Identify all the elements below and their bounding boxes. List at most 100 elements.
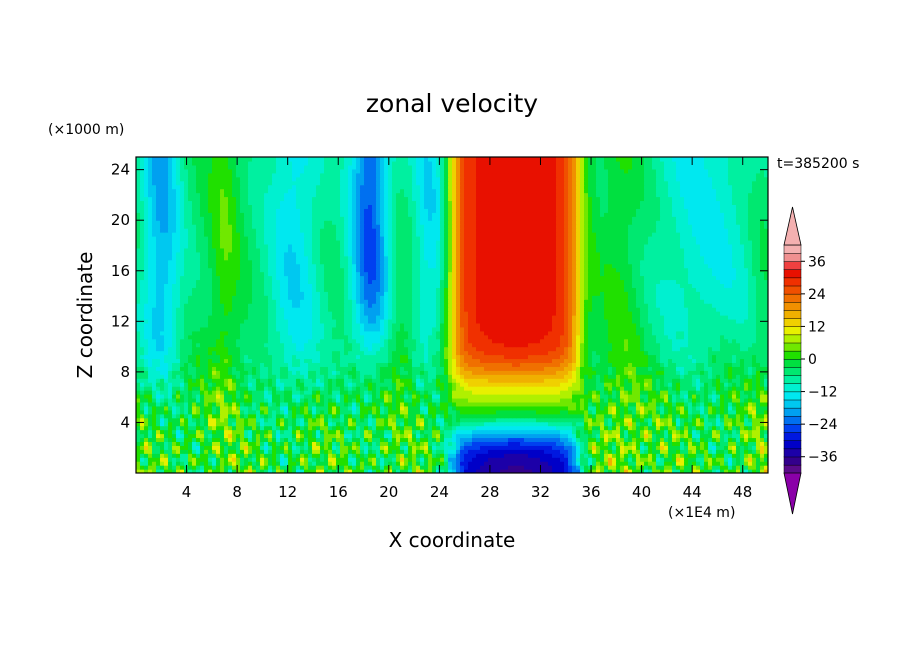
field-cell [460, 350, 465, 356]
field-cell [560, 397, 565, 403]
field-cell [516, 449, 521, 454]
field-cell [220, 405, 225, 411]
field-cell [444, 441, 449, 446]
field-cell [432, 350, 437, 356]
field-cell [288, 413, 293, 419]
field-cell [524, 390, 529, 395]
field-cell [284, 469, 289, 473]
field-cell [136, 405, 141, 411]
field-cell [216, 409, 221, 415]
field-cell [248, 433, 253, 439]
field-cell [448, 437, 453, 442]
field-cell [620, 370, 625, 375]
field-cell [760, 362, 765, 367]
field-cell [492, 421, 497, 427]
field-cell [576, 453, 581, 458]
field-cell [528, 374, 533, 379]
field-cell [252, 445, 257, 450]
field-cell [492, 358, 497, 363]
field-cell [432, 346, 437, 352]
field-cell [440, 370, 445, 375]
field-cell [244, 354, 249, 360]
field-cell [452, 354, 457, 360]
field-cell [332, 390, 337, 395]
field-cell [616, 469, 621, 473]
field-cell [316, 437, 321, 442]
field-cell [272, 413, 277, 419]
field-cell [604, 405, 609, 411]
field-cell [584, 350, 589, 356]
field-cell [600, 429, 605, 435]
field-cell [300, 417, 305, 423]
field-cell [472, 433, 477, 439]
field-cell [628, 437, 633, 442]
field-cell [484, 378, 489, 383]
field-cell [540, 378, 545, 383]
field-cell [228, 465, 233, 470]
field-cell [480, 429, 485, 435]
field-cell [568, 378, 573, 383]
field-cell [580, 461, 585, 466]
field-cell [516, 437, 521, 442]
field-cell [328, 354, 333, 360]
field-cell [348, 421, 353, 427]
field-cell [196, 409, 201, 415]
field-cell [148, 397, 153, 403]
field-cell [188, 429, 193, 435]
field-cell [688, 413, 693, 419]
field-cell [436, 449, 441, 454]
field-cell [748, 425, 753, 431]
field-cell [368, 370, 373, 375]
field-cell [448, 453, 453, 458]
field-cell [628, 378, 633, 383]
field-cell [664, 401, 669, 407]
field-cell [364, 409, 369, 415]
field-cell [464, 401, 469, 407]
field-cell [640, 421, 645, 427]
field-cell [752, 366, 757, 371]
field-cell [200, 433, 205, 439]
field-cell [484, 382, 489, 387]
field-cell [392, 449, 397, 454]
field-cell [340, 374, 345, 379]
field-cell [624, 465, 629, 470]
field-cell [592, 378, 597, 383]
field-cell [632, 457, 637, 462]
field-cell [352, 401, 357, 407]
field-cell [380, 445, 385, 450]
field-cell [552, 382, 557, 387]
field-cell [432, 390, 437, 395]
field-cell [276, 409, 281, 415]
field-cell [468, 433, 473, 439]
field-cell [336, 358, 341, 363]
field-cell [576, 366, 581, 371]
field-cell [228, 397, 233, 403]
field-cell [376, 354, 381, 360]
field-cell [476, 374, 481, 379]
field-cell [748, 433, 753, 439]
field-cell [140, 358, 145, 363]
field-cell [684, 409, 689, 415]
field-cell [444, 405, 449, 411]
field-cell [412, 461, 417, 466]
field-cell [148, 465, 153, 470]
field-cell [588, 378, 593, 383]
field-cell [524, 465, 529, 470]
field-cell [492, 469, 497, 473]
field-cell [624, 409, 629, 415]
field-cell [392, 366, 397, 371]
field-cell [508, 386, 513, 391]
field-cell [728, 417, 733, 423]
field-cell [732, 437, 737, 442]
field-cell [536, 362, 541, 367]
field-cell [540, 453, 545, 458]
field-cell [652, 354, 657, 360]
field-cell [644, 401, 649, 407]
field-cell [332, 358, 337, 363]
field-cell [300, 346, 305, 352]
field-cell [404, 401, 409, 407]
field-cell [544, 429, 549, 435]
field-cell [564, 469, 569, 473]
field-cell [200, 370, 205, 375]
field-cell [468, 374, 473, 379]
